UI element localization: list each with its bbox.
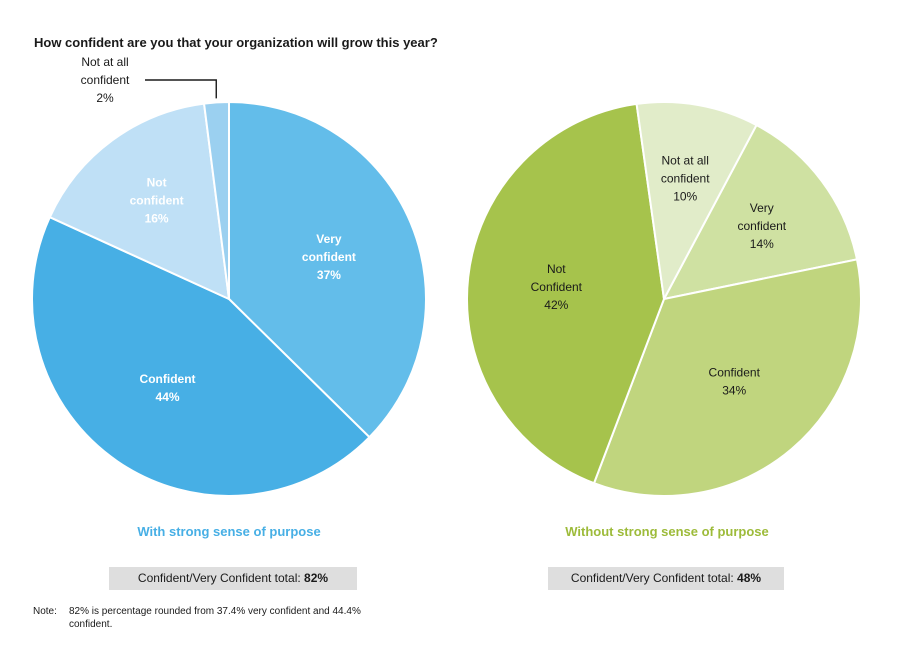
pie0-slice-3-label: Not at all — [81, 55, 128, 69]
pie0-slice-2-label: Not — [147, 176, 167, 190]
pie0-slice-3 — [202, 100, 230, 300]
pie1-slice-3 — [635, 101, 758, 303]
pie1-slice-2 — [466, 102, 666, 485]
pie1-slice-1-value: 34% — [722, 384, 746, 398]
pie0-slice-1-value: 44% — [156, 390, 180, 404]
pie0-slice-1 — [31, 215, 371, 497]
pie1-slice-0 — [662, 123, 859, 301]
right-total-value: 48% — [737, 571, 762, 585]
pie1-slice-3-value: 10% — [673, 190, 697, 204]
pie1-slice-1-label: Confident — [709, 366, 761, 380]
pie1-slice-0-value: 14% — [750, 237, 774, 251]
footnote: Note: 82% is percentage rounded from 37.4… — [33, 605, 369, 631]
pie0-slice-0-value: 37% — [317, 268, 341, 282]
pie0-slice-2-value: 16% — [145, 212, 169, 226]
pie1-slice-3-label: confident — [661, 172, 710, 186]
pie1-slice-0-label: confident — [737, 219, 786, 233]
note-label: Note: — [33, 606, 57, 617]
pie0-slice-1-label: Confident — [140, 372, 196, 386]
pie1-slice-0-label: Very — [750, 201, 774, 215]
pie0-slice-0 — [228, 100, 427, 439]
pie0-callout-line — [145, 79, 217, 99]
note-text: 82% is percentage rounded from 37.4% ver… — [69, 606, 361, 630]
pie0-slice-3-value: 2% — [96, 91, 114, 105]
pie0-slice-0-label: Very — [316, 232, 342, 246]
left-total-value: 82% — [304, 571, 329, 585]
pie1-slice-2-label: Not — [547, 262, 566, 276]
pie0-slice-2 — [48, 102, 231, 301]
pie0-slice-2-label: confident — [130, 194, 184, 208]
left-pie-subtitle: With strong sense of purpose — [137, 524, 321, 539]
right-pie-subtitle: Without strong sense of purpose — [565, 524, 769, 539]
right-total-box: Confident/Very Confident total: 48% — [548, 567, 784, 590]
pie1-slice-3-label: Not at all — [662, 154, 709, 168]
right-total-label: Confident/Very Confident total: — [570, 571, 734, 585]
left-total-box: Confident/Very Confident total: 82% — [109, 567, 357, 590]
pie0-slice-0-label: confident — [302, 250, 356, 264]
left-total-label: Confident/Very Confident total: — [137, 571, 301, 585]
chart-title: How confident are you that your organiza… — [34, 35, 438, 50]
pie1-slice-2-label: Confident — [531, 280, 583, 294]
pie1-slice-1 — [592, 258, 862, 497]
pie1-slice-2-value: 42% — [544, 298, 568, 312]
pie0-slice-3-label: confident — [81, 73, 130, 87]
